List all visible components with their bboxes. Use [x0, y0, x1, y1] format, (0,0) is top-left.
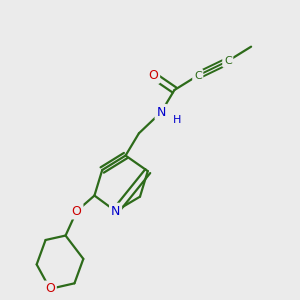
Text: C: C [224, 56, 232, 66]
Text: N: N [111, 205, 120, 218]
Text: C: C [194, 70, 202, 81]
Text: N: N [156, 106, 166, 119]
Text: O: O [45, 282, 55, 296]
Text: O: O [72, 205, 82, 218]
Text: H: H [172, 115, 181, 125]
Text: O: O [148, 69, 158, 82]
